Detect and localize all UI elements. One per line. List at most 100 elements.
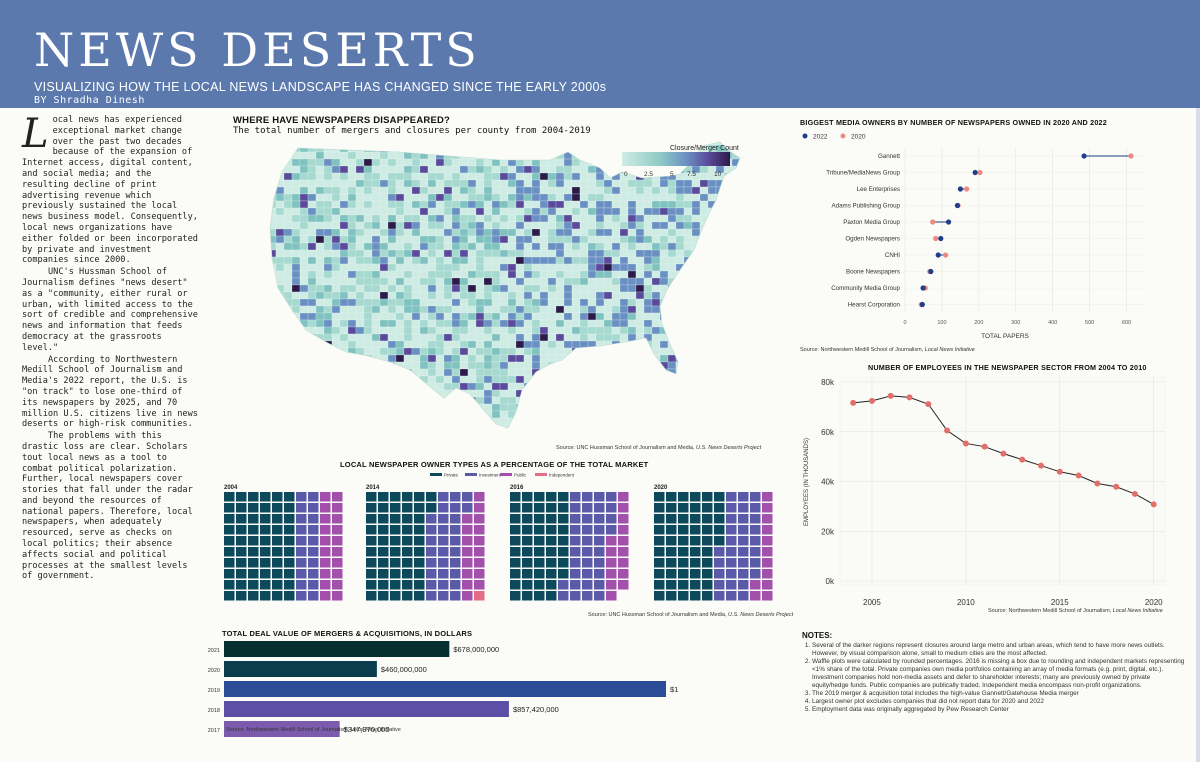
county-cell [579,172,589,181]
county-cell [659,354,669,363]
county-cell [627,340,637,349]
county-cell [716,432,724,439]
employees-point [1094,480,1101,487]
owners-legend-label: 2020 [851,134,866,141]
county-cell [748,341,756,348]
county-cell [683,361,693,370]
county-cell [651,270,661,279]
county-cell [563,270,573,279]
county-cell [363,151,373,160]
county-cell [355,354,365,363]
county-cell [363,305,373,314]
county-cell [315,221,325,230]
waffle-cell [750,558,761,568]
county-cell [339,410,349,419]
county-cell [347,291,357,300]
county-cell [684,432,692,439]
county-cell [291,403,301,412]
county-cell [403,228,413,237]
county-cell [475,214,485,223]
county-cell [651,228,661,237]
county-cell [723,284,733,293]
county-cell [491,389,501,398]
county-cell [507,142,517,146]
county-cell [739,333,740,342]
county-cell [683,382,693,391]
waffle-cell [414,558,425,568]
county-cell [475,375,485,384]
county-cell [515,235,525,244]
county-cell [523,312,533,321]
county-cell [363,158,373,167]
waffle-cell [594,580,605,590]
county-cell [339,207,349,216]
owner-dot-2022 [945,219,952,225]
employees-plot-area [839,376,1166,586]
county-cell [403,347,413,356]
county-cell [547,144,557,153]
county-cell [611,158,621,167]
county-cell [748,208,756,215]
waffle-cell [284,547,295,557]
county-cell [643,417,653,426]
owners-xlabel: TOTAL PAPERS [981,333,1029,340]
county-cell [531,263,541,272]
deal-bar [224,721,340,737]
county-cell [531,214,541,223]
county-cell [579,207,589,216]
county-cell [707,417,717,426]
county-cell [579,319,589,328]
county-cell [587,368,597,377]
county-cell [523,326,533,335]
county-cell [627,263,637,272]
county-cell [563,221,573,230]
county-cell [475,221,485,230]
note-item: Largest owner plot excludes companies th… [812,698,1187,706]
county-cell [587,242,597,251]
county-cell [555,389,565,398]
county-cell [715,305,725,314]
waffle-cell [558,569,569,579]
county-cell [659,340,669,349]
county-cell [555,256,565,265]
waffle-cell [582,569,593,579]
county-cell [275,263,285,272]
county-cell [323,396,333,405]
county-cell [555,172,565,181]
county-cell [411,158,421,167]
waffle-cell [522,536,533,546]
county-cell [307,312,317,321]
county-cell [403,340,413,349]
county-cell [588,432,596,439]
county-cell [627,200,637,209]
county-cell [707,354,717,363]
county-cell [339,389,349,398]
county-cell [643,382,653,391]
county-cell [699,354,709,363]
waffle-cell [618,580,629,590]
waffle-cell [366,547,377,557]
county-cell [270,158,277,167]
county-cell [307,305,317,314]
county-cell [339,277,349,286]
county-cell [603,410,613,419]
county-cell [723,424,733,428]
county-cell [515,179,525,188]
owners-legend-dot [802,133,808,139]
county-cell [675,354,685,363]
county-cell [507,319,517,328]
county-cell [339,298,349,307]
owner-label: Lee Enterprises [857,186,900,193]
county-cell [411,263,421,272]
county-cell [571,361,581,370]
county-cell [443,277,453,286]
county-cell [387,186,397,195]
county-cell [331,382,341,391]
waffle-title: LOCAL NEWSPAPER OWNER TYPES AS A PERCENT… [340,460,649,469]
county-cell [651,235,661,244]
county-cell [403,368,413,377]
county-cell [587,424,597,428]
county-cell [667,270,677,279]
county-cell [643,284,653,293]
county-cell [555,142,565,146]
